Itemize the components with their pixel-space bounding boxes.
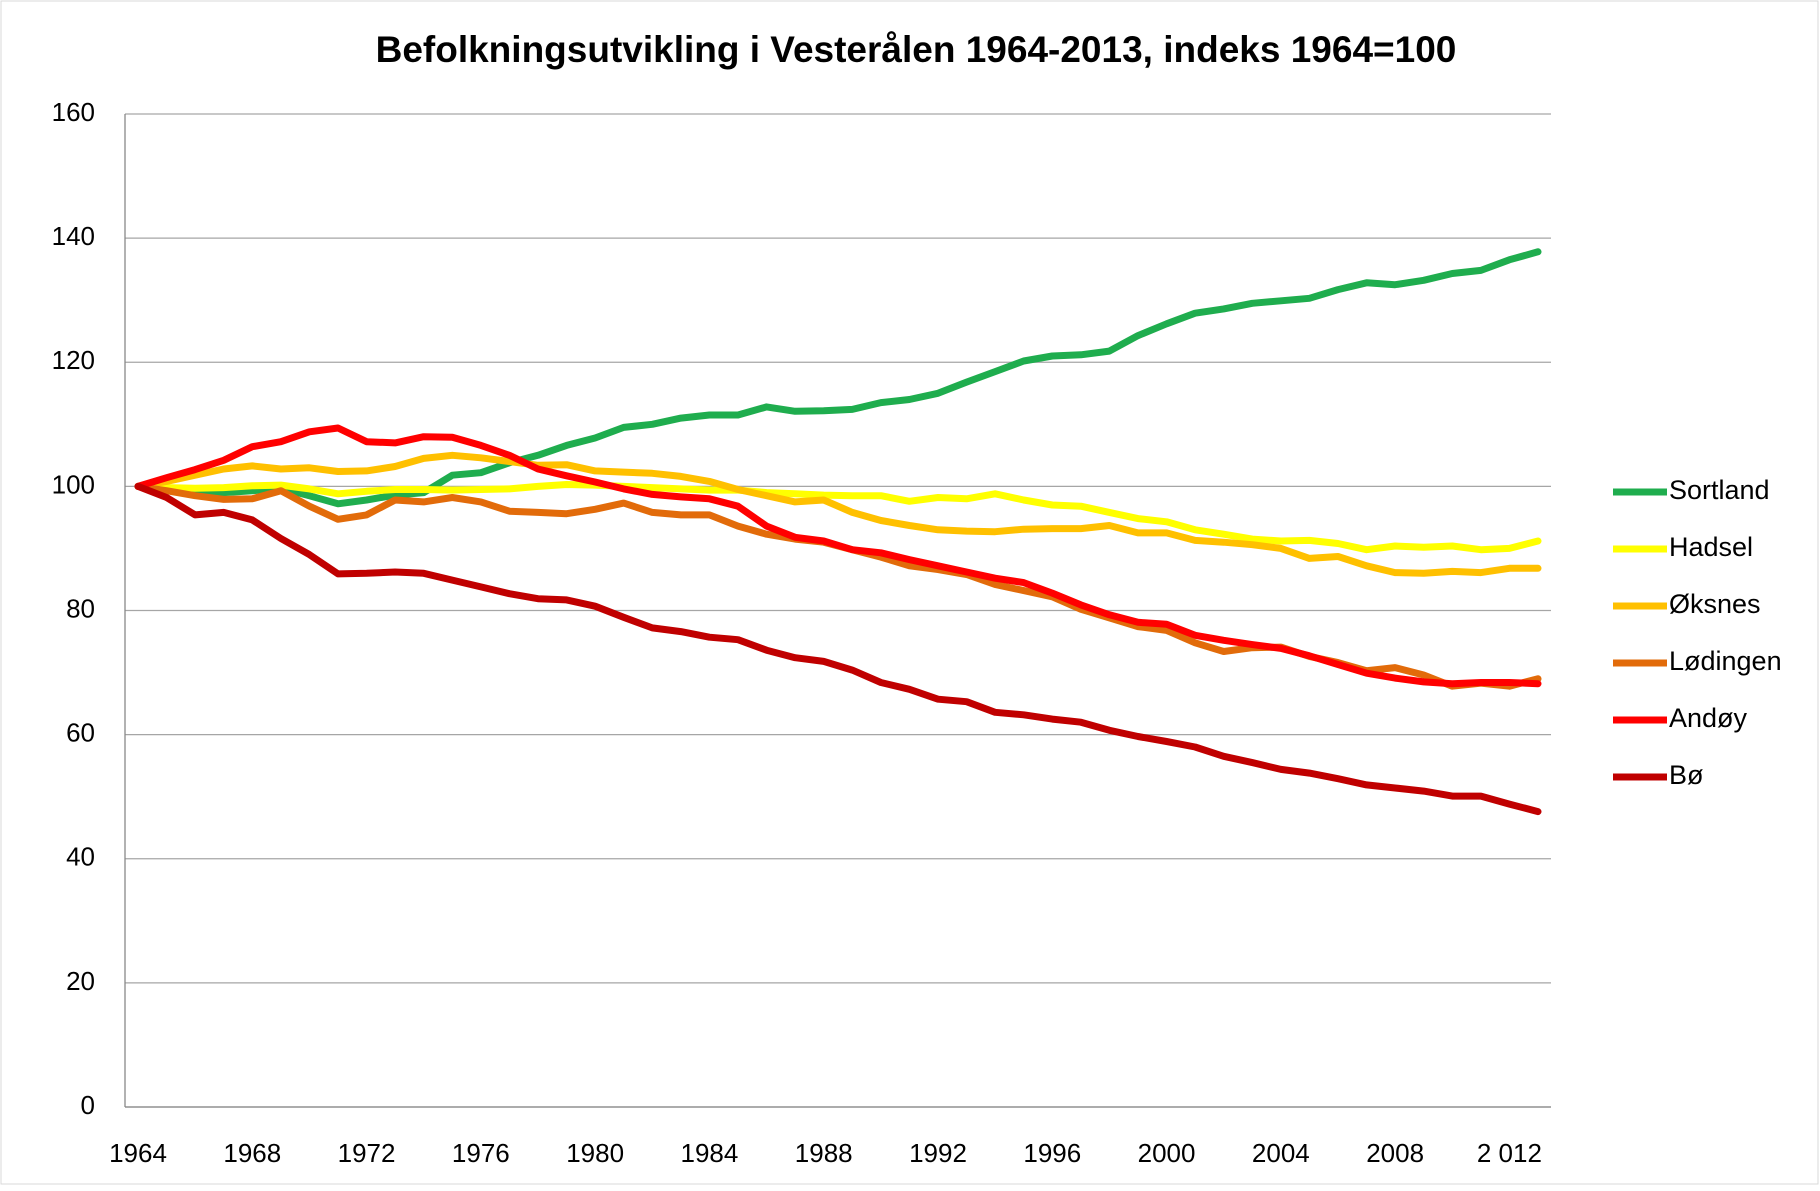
x-tick-label: 1968 [223, 1138, 281, 1168]
y-tick-label: 140 [52, 221, 95, 251]
series-line [134, 482, 1542, 816]
x-tick-label: 1984 [681, 1138, 739, 1168]
y-tick-label: 120 [52, 345, 95, 375]
legend-label: Bø [1669, 760, 1704, 790]
legend-label: Hadsel [1669, 532, 1753, 562]
y-tick-label: 80 [66, 593, 95, 623]
x-tick-label: 2004 [1252, 1138, 1310, 1168]
x-tick-label: 2000 [1138, 1138, 1196, 1168]
x-tick-label: 1972 [338, 1138, 396, 1168]
plot-area: 0 20 40 60 80 100 120 140 160 1964 1968 1972 1976 198… [52, 97, 1551, 1168]
series-line [134, 424, 1542, 688]
y-tick-label: 160 [52, 97, 95, 127]
series-line [134, 248, 1542, 508]
x-tick-label: 1980 [566, 1138, 624, 1168]
legend-label: Lødingen [1669, 646, 1782, 676]
x-tick-label: 1964 [109, 1138, 167, 1168]
legend-label: Øksnes [1669, 589, 1761, 619]
x-tick-label: 1992 [909, 1138, 967, 1168]
x-tick-label: 2008 [1366, 1138, 1424, 1168]
x-tick-label: 2 012 [1477, 1138, 1542, 1168]
series-line [134, 481, 1542, 554]
legend: Sortland Hadsel Øksnes Lødingen Andøy Bø [1613, 475, 1782, 790]
y-tick-label: 20 [66, 966, 95, 996]
y-tick-label: 40 [66, 842, 95, 872]
legend-label: Andøy [1669, 703, 1748, 733]
legend-label: Sortland [1669, 475, 1770, 505]
x-tick-label: 1996 [1023, 1138, 1081, 1168]
series-line [134, 451, 1542, 577]
y-tick-label: 100 [52, 469, 95, 499]
y-tick-label: 0 [81, 1090, 95, 1120]
x-tick-label: 1976 [452, 1138, 510, 1168]
chart-title: Befolkningsutvikling i Vesterålen 1964-2… [376, 29, 1457, 70]
x-tick-label: 1988 [795, 1138, 853, 1168]
y-tick-label: 60 [66, 718, 95, 748]
